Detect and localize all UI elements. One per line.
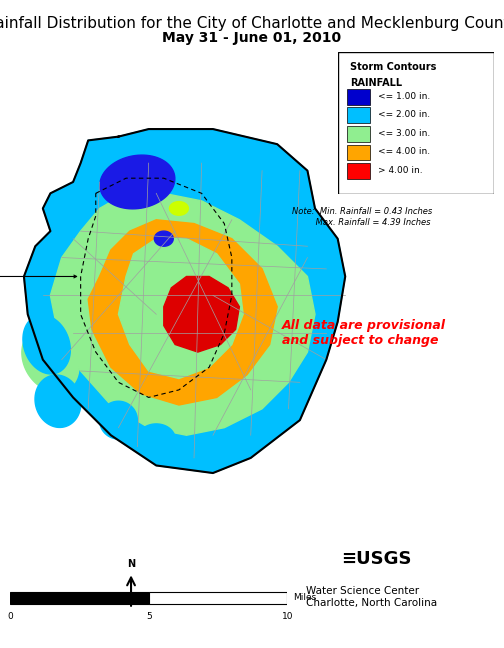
- Polygon shape: [154, 231, 173, 246]
- Text: <= 4.00 in.: <= 4.00 in.: [379, 147, 430, 156]
- Polygon shape: [50, 193, 315, 435]
- Text: ≡USGS: ≡USGS: [341, 550, 411, 568]
- Text: All data are provisional
and subject to change: All data are provisional and subject to …: [282, 319, 446, 347]
- Bar: [347, 89, 370, 104]
- Text: <= 1.00 in.: <= 1.00 in.: [379, 91, 430, 100]
- Bar: [10, 592, 149, 604]
- Bar: [347, 108, 370, 123]
- Bar: [347, 145, 370, 160]
- Polygon shape: [23, 315, 70, 374]
- Text: 0: 0: [7, 612, 13, 621]
- Polygon shape: [100, 155, 175, 209]
- Polygon shape: [164, 277, 239, 352]
- Text: Rainfall Distribution for the City of Charlotte and Mecklenburg County: Rainfall Distribution for the City of Ch…: [0, 16, 504, 31]
- Polygon shape: [118, 238, 243, 378]
- Polygon shape: [24, 129, 345, 473]
- Polygon shape: [88, 220, 277, 405]
- Polygon shape: [169, 202, 188, 215]
- Text: N: N: [127, 559, 135, 569]
- Bar: [149, 592, 287, 604]
- Bar: [347, 126, 370, 142]
- Text: RAINFALL: RAINFALL: [350, 78, 402, 87]
- Polygon shape: [138, 424, 175, 454]
- Text: 10: 10: [282, 612, 293, 621]
- Text: > 4.00 in.: > 4.00 in.: [379, 166, 423, 175]
- Text: <= 2.00 in.: <= 2.00 in.: [379, 110, 430, 119]
- Text: Charlotte
City Limit: Charlotte City Limit: [0, 270, 77, 283]
- Polygon shape: [100, 401, 137, 439]
- Text: Storm Contours: Storm Contours: [350, 62, 436, 72]
- Text: <= 3.00 in.: <= 3.00 in.: [379, 128, 430, 137]
- Text: Note:  Min. Rainfall = 0.43 Inches
         Max. Rainfall = 4.39 Inches: Note: Min. Rainfall = 0.43 Inches Max. R…: [292, 207, 432, 227]
- Bar: [347, 163, 370, 179]
- Polygon shape: [22, 327, 79, 392]
- Text: May 31 - June 01, 2010: May 31 - June 01, 2010: [162, 31, 342, 45]
- Polygon shape: [35, 375, 81, 428]
- Text: Miles: Miles: [293, 594, 316, 602]
- Text: Water Science Center
Charlotte, North Carolina: Water Science Center Charlotte, North Ca…: [306, 586, 437, 608]
- Text: 5: 5: [146, 612, 152, 621]
